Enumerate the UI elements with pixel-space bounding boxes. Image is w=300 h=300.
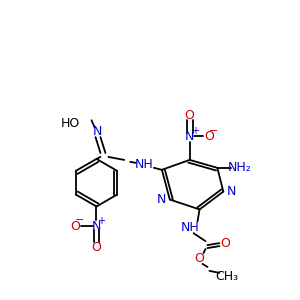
Text: −: − (209, 126, 218, 136)
Text: O: O (70, 220, 80, 233)
Text: NH: NH (180, 221, 199, 234)
Text: N: N (92, 220, 101, 233)
Text: O: O (195, 253, 205, 266)
Text: +: + (190, 126, 199, 136)
Text: −: − (75, 215, 84, 225)
Text: CH₃: CH₃ (216, 270, 239, 283)
Text: N: N (185, 130, 194, 142)
Text: O: O (185, 109, 195, 122)
Text: +: + (98, 216, 106, 226)
Text: O: O (92, 241, 101, 254)
Text: O: O (220, 237, 230, 250)
Text: NH₂: NH₂ (227, 161, 251, 174)
Text: HO: HO (60, 117, 80, 130)
Text: O: O (205, 130, 214, 142)
Text: N: N (93, 125, 102, 138)
Text: N: N (157, 193, 167, 206)
Text: NH: NH (135, 158, 153, 171)
Text: N: N (226, 185, 236, 198)
